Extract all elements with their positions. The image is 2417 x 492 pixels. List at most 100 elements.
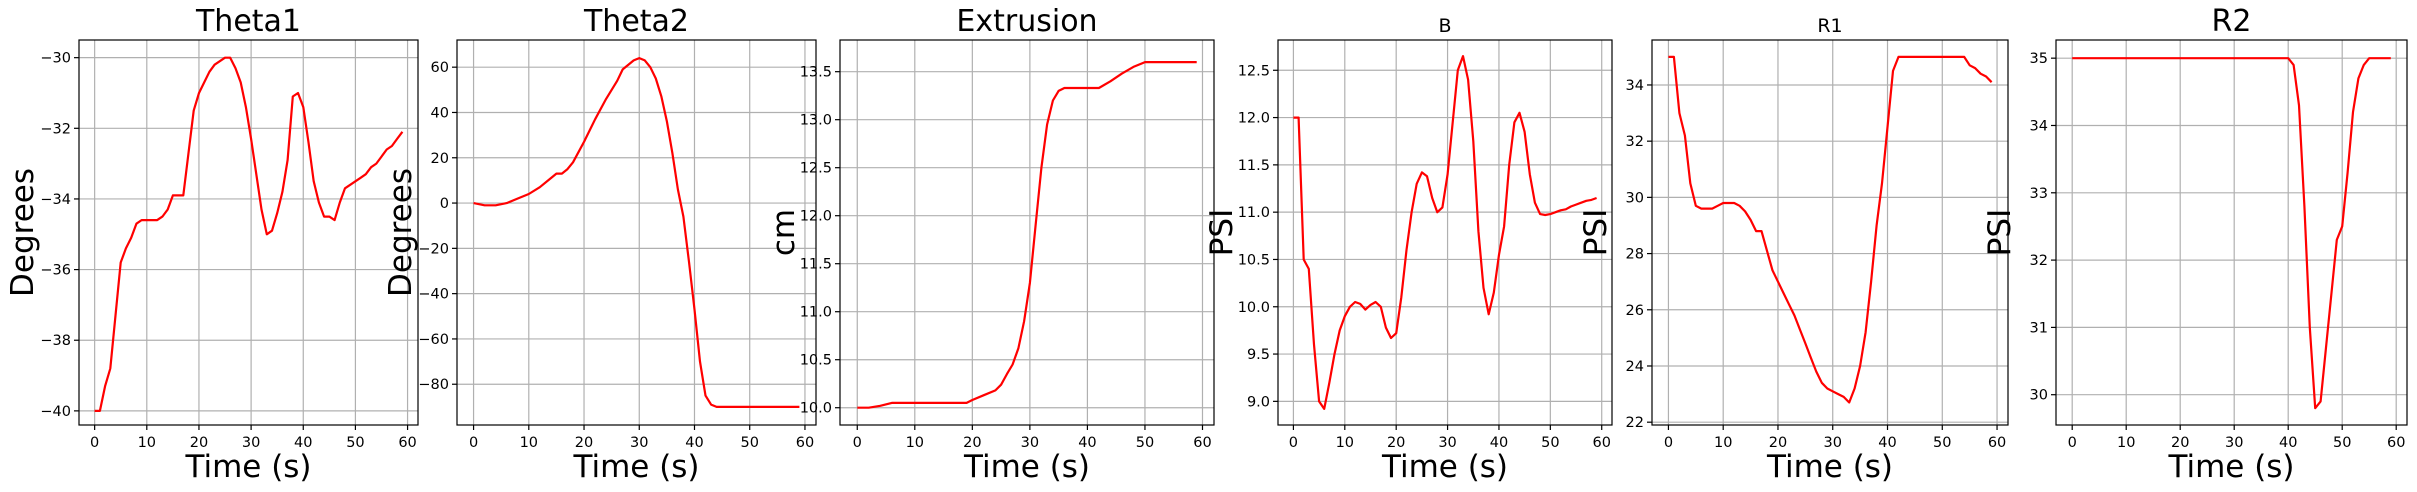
x-tick-label: 50: [2333, 435, 2351, 451]
y-tick-label: −40: [40, 404, 71, 420]
x-tick-label: 10: [1336, 435, 1354, 451]
x-tick-label: 40: [1878, 435, 1896, 451]
subplot-title: R2: [2212, 4, 2252, 39]
y-tick-label: 24: [1626, 359, 1644, 375]
y-axis-label: cm: [766, 209, 802, 256]
y-tick-label: 30: [2030, 388, 2048, 404]
subplot-title: Theta1: [195, 4, 301, 39]
series-line: [94, 56, 404, 412]
y-tick-label: −40: [418, 287, 449, 303]
y-tick-label: 60: [431, 60, 449, 76]
subplot-5: 0 10 20 30 40 50 60 22 24 26 28 30 32 34 R1 Time (s) PSI: [1578, 15, 2009, 485]
y-tick-label: 32: [1626, 134, 1644, 150]
x-tick-label: 40: [685, 435, 703, 451]
y-axis-label: Degrees: [5, 168, 41, 297]
x-tick-label: 40: [294, 435, 312, 451]
x-tick-label: 10: [138, 435, 156, 451]
x-axis-label: Time (s): [184, 449, 311, 485]
x-tick-label: 60: [796, 435, 814, 451]
x-axis-label: Time (s): [1381, 449, 1508, 485]
y-tick-label: 30: [1626, 190, 1644, 206]
x-axis-label: Time (s): [1766, 449, 1893, 485]
subplot-6: 0 10 20 30 40 50 60 30 31 32 33 34 35 R2 Time (s) PSI: [1982, 4, 2408, 485]
x-tick-label: 0: [2068, 435, 2077, 451]
y-tick-label: 11.0: [1238, 205, 1270, 221]
x-tick-label: 10: [2117, 435, 2135, 451]
y-tick-label: 12.0: [800, 209, 832, 225]
y-tick-label: −80: [418, 377, 449, 393]
x-tick-label: 20: [963, 435, 981, 451]
x-tick-label: 10: [1714, 435, 1732, 451]
series-line: [1668, 55, 1993, 404]
x-tick-label: 60: [1592, 435, 1610, 451]
y-axis-label: Degrees: [383, 168, 419, 297]
x-tick-label: 10: [520, 435, 538, 451]
y-tick-label: −32: [40, 121, 71, 137]
y-tick-label: 10.5: [1238, 252, 1270, 268]
x-tick-label: 20: [1387, 435, 1405, 451]
axes-frame: [2055, 39, 2408, 426]
y-tick-label: 12.5: [800, 161, 832, 177]
y-tick-label: 11.5: [800, 257, 832, 273]
y-tick-label: 13.0: [800, 113, 832, 129]
y-tick-label: −20: [418, 241, 449, 257]
axes-frame: [78, 39, 419, 426]
subplot-title: R1: [1817, 15, 1842, 37]
y-tick-label: −30: [40, 51, 71, 67]
x-tick-label: 10: [906, 435, 924, 451]
x-tick-label: 30: [1438, 435, 1456, 451]
y-tick-label: −60: [418, 332, 449, 348]
series-line: [473, 56, 800, 408]
y-tick-label: −38: [40, 333, 71, 349]
series-line: [1293, 54, 1597, 410]
x-tick-label: 20: [575, 435, 593, 451]
y-tick-label: 20: [431, 151, 449, 167]
y-tick-label: 40: [431, 105, 449, 121]
x-tick-label: 0: [853, 435, 862, 451]
y-tick-label: 11.5: [1238, 158, 1270, 174]
x-tick-label: 30: [242, 435, 260, 451]
subplot-3: 0 10 20 30 40 50 60 10.0 10.5 11.0 11.5 12.0 12.5 13.…: [766, 4, 1215, 485]
x-tick-label: 30: [1021, 435, 1039, 451]
y-tick-label: 9.5: [1247, 347, 1270, 363]
subplot-2: 0 10 20 30 40 50 60 −80 −60 −40 −20 0 20 40 60 Theta2 Ti…: [383, 4, 817, 485]
x-axis-label: Time (s): [2167, 449, 2294, 485]
y-tick-label: 33: [2030, 186, 2048, 202]
y-tick-label: −36: [40, 263, 71, 279]
y-tick-label: 28: [1626, 247, 1644, 263]
axes-frame: [456, 39, 817, 426]
series-line: [857, 60, 1197, 409]
x-tick-label: 20: [2171, 435, 2189, 451]
x-tick-label: 40: [1078, 435, 1096, 451]
y-tick-label: 11.0: [800, 305, 832, 321]
x-tick-label: 0: [469, 435, 478, 451]
y-tick-label: 34: [1626, 78, 1644, 94]
x-tick-label: 40: [1490, 435, 1508, 451]
x-tick-label: 40: [2279, 435, 2297, 451]
x-tick-label: 20: [1769, 435, 1787, 451]
y-tick-label: −34: [40, 192, 71, 208]
axes-frame: [1277, 39, 1613, 426]
y-tick-label: 35: [2030, 51, 2048, 67]
x-tick-label: 60: [1193, 435, 1211, 451]
x-tick-label: 30: [630, 435, 648, 451]
subplot-title: Extrusion: [956, 4, 1097, 39]
subplot-1: 0 10 20 30 40 50 60 −40 −38 −36 −34 −32 −30 Theta1 Tim…: [5, 4, 419, 485]
series-line: [2072, 57, 2391, 410]
x-tick-label: 60: [2387, 435, 2405, 451]
y-tick-label: 22: [1626, 415, 1644, 431]
x-tick-label: 50: [1541, 435, 1559, 451]
y-tick-label: 34: [2030, 118, 2048, 134]
y-tick-label: 10.0: [1238, 300, 1270, 316]
y-tick-label: 32: [2030, 253, 2048, 269]
x-tick-label: 30: [1824, 435, 1842, 451]
x-tick-label: 0: [1289, 435, 1298, 451]
y-tick-label: 12.0: [1238, 111, 1270, 127]
subplot-4: 0 10 20 30 40 50 60 9.0 9.5 10.0 10.5 11.0 11.5 12.0 1…: [1204, 15, 1613, 485]
y-tick-label: 0: [440, 196, 449, 212]
y-tick-label: 13.5: [800, 65, 832, 81]
x-tick-label: 60: [1988, 435, 2006, 451]
x-tick-label: 0: [90, 435, 99, 451]
y-tick-label: 26: [1626, 303, 1644, 319]
